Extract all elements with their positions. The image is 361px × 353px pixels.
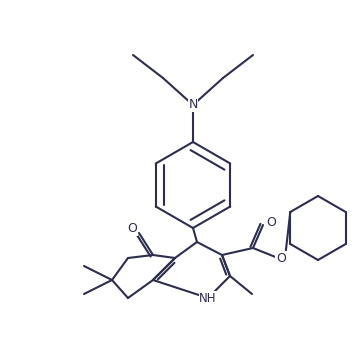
Text: O: O: [127, 222, 137, 235]
Text: NH: NH: [199, 292, 217, 305]
Text: O: O: [266, 215, 276, 228]
Text: O: O: [276, 251, 286, 264]
Text: N: N: [188, 98, 198, 112]
